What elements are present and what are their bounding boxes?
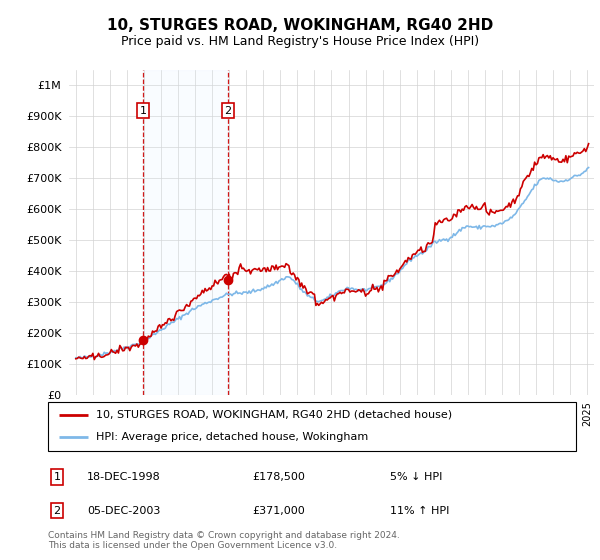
Text: 10, STURGES ROAD, WOKINGHAM, RG40 2HD: 10, STURGES ROAD, WOKINGHAM, RG40 2HD [107,18,493,33]
Text: 18-DEC-1998: 18-DEC-1998 [87,472,161,482]
Text: £178,500: £178,500 [252,472,305,482]
Text: Contains HM Land Registry data © Crown copyright and database right 2024.
This d: Contains HM Land Registry data © Crown c… [48,531,400,550]
Text: 1: 1 [53,472,61,482]
Text: £371,000: £371,000 [252,506,305,516]
Text: Price paid vs. HM Land Registry's House Price Index (HPI): Price paid vs. HM Land Registry's House … [121,35,479,48]
Text: 10, STURGES ROAD, WOKINGHAM, RG40 2HD (detached house): 10, STURGES ROAD, WOKINGHAM, RG40 2HD (d… [95,410,452,420]
Text: 5% ↓ HPI: 5% ↓ HPI [390,472,442,482]
Bar [143,70,228,395]
Text: 05-DEC-2003: 05-DEC-2003 [87,506,160,516]
Text: 2: 2 [53,506,61,516]
Text: HPI: Average price, detached house, Wokingham: HPI: Average price, detached house, Woki… [95,432,368,442]
Text: 11% ↑ HPI: 11% ↑ HPI [390,506,449,516]
Text: 2: 2 [224,106,232,115]
Text: 1: 1 [140,106,146,115]
